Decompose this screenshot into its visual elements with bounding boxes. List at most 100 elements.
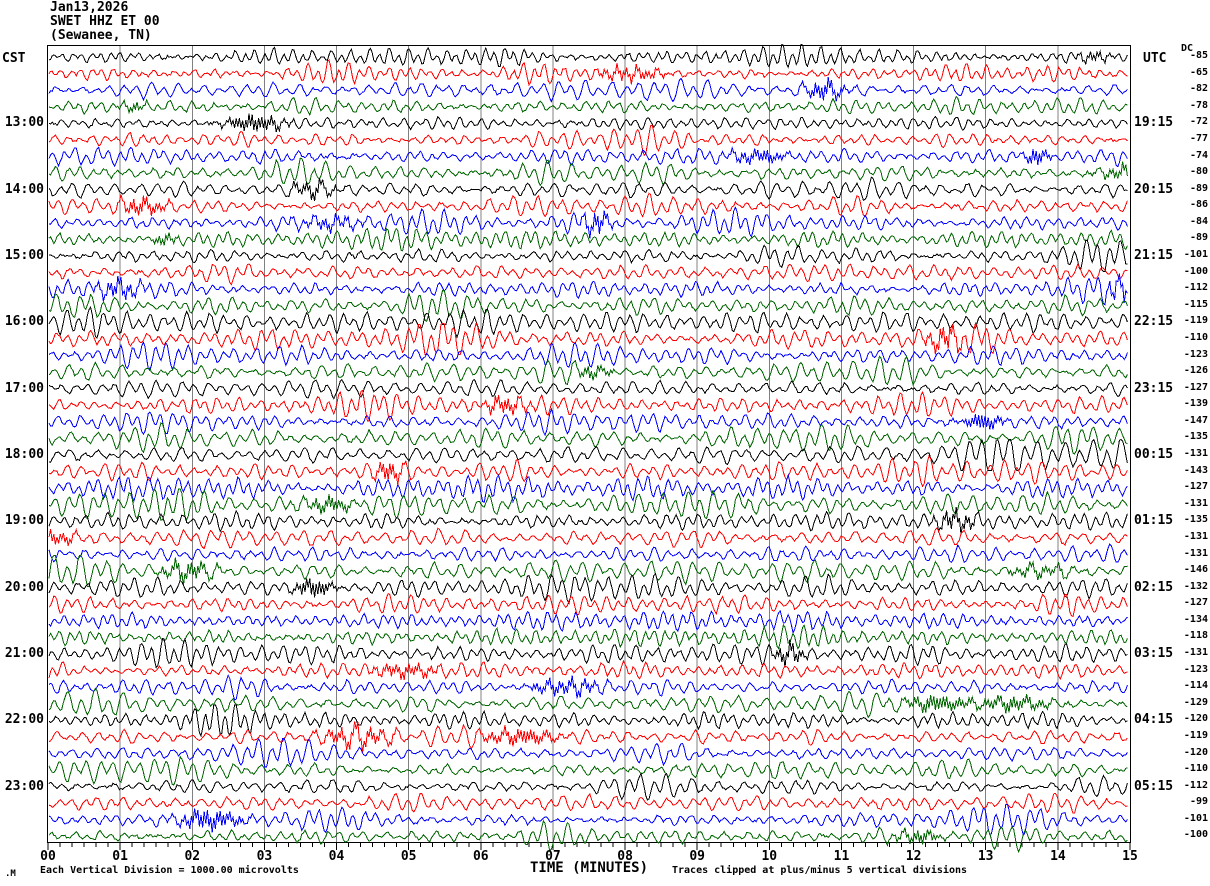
header-station: SWET HHZ ET 00	[50, 14, 160, 29]
header-location: (Sewanee, TN)	[50, 28, 152, 43]
seismo-trace	[48, 637, 1128, 669]
x-tick-label: 11	[833, 849, 850, 864]
dc-offset-value: -131	[1183, 647, 1208, 658]
left-timezone-label: CST	[2, 51, 26, 66]
seismo-trace	[48, 157, 1128, 187]
right-timezone-label: UTC	[1143, 51, 1167, 66]
seismo-trace	[48, 273, 1128, 306]
dc-offset-value: -118	[1183, 630, 1208, 642]
dc-offset-value: -74	[1189, 149, 1208, 161]
right-time-label: 19:15	[1134, 115, 1174, 131]
dc-offset-header: DC	[1181, 43, 1194, 54]
seismo-trace	[48, 819, 1128, 854]
dc-offset-value: -129	[1183, 696, 1208, 708]
dc-offset-value: -78	[1189, 99, 1208, 111]
left-time-label: 19:00	[4, 513, 44, 529]
seismo-trace	[48, 306, 1128, 339]
seismo-trace	[48, 289, 1128, 323]
seismo-trace	[48, 438, 1128, 472]
seismo-trace	[48, 262, 1128, 286]
seismo-trace	[48, 227, 1128, 252]
dc-offset-value: -84	[1189, 215, 1208, 227]
seismo-trace	[48, 527, 1128, 550]
seismo-trace	[48, 145, 1128, 168]
dc-offset-value: -72	[1189, 116, 1208, 128]
right-time-label: 02:15	[1134, 579, 1174, 595]
x-tick-label: 15	[1122, 849, 1138, 864]
right-time-label: 00:15	[1134, 447, 1174, 462]
dc-offset-value: -143	[1183, 464, 1208, 476]
scale-note: Each Vertical Division = 1000.00 microvo…	[40, 865, 299, 876]
dc-offset-value: -120	[1183, 746, 1208, 758]
dc-offset-value: -115	[1183, 298, 1208, 310]
left-time-label: 16:00	[4, 314, 44, 330]
seismo-trace	[48, 240, 1128, 272]
left-time-label: 23:00	[4, 778, 44, 794]
dc-offset-value: -80	[1189, 166, 1208, 178]
seismo-trace	[48, 407, 1128, 437]
left-time-label: 21:00	[4, 646, 44, 661]
dc-offset-value: -123	[1183, 348, 1208, 360]
x-tick-label: 06	[472, 849, 489, 864]
seismo-trace	[48, 340, 1128, 372]
dc-offset-value: -127	[1183, 381, 1208, 393]
dc-offset-value: -89	[1189, 182, 1208, 194]
right-time-label: 21:15	[1134, 248, 1174, 263]
dc-offset-value: -135	[1183, 514, 1208, 526]
seismo-trace	[48, 623, 1128, 650]
x-tick-label: 04	[328, 849, 345, 864]
seismo-trace	[48, 555, 1128, 588]
seismo-trace	[48, 43, 1128, 69]
dc-offset-value: -100	[1183, 265, 1208, 277]
seismo-trace	[48, 355, 1128, 386]
seismo-trace	[48, 488, 1128, 522]
seismo-trace	[48, 176, 1128, 202]
seismo-trace	[48, 507, 1128, 535]
seismo-trace	[48, 592, 1128, 618]
x-tick-label: 14	[1050, 849, 1066, 864]
right-time-label: 23:15	[1134, 380, 1174, 396]
x-tick-label: 01	[112, 849, 128, 864]
x-tick-label: 07	[545, 849, 561, 864]
seismo-trace	[48, 454, 1128, 488]
seismo-trace	[48, 792, 1128, 814]
dc-offset-value: -134	[1183, 613, 1208, 625]
seismo-trace	[48, 755, 1128, 786]
seismo-trace	[48, 205, 1128, 239]
dc-offset-value: -127	[1183, 481, 1208, 493]
dc-offset-value: -100	[1183, 829, 1208, 841]
x-tick-label: 13	[977, 849, 994, 864]
seismo-trace	[48, 687, 1128, 719]
dc-offset-value: -112	[1183, 779, 1208, 791]
dc-offset-value: -110	[1183, 331, 1208, 343]
dc-offset-value: -85	[1189, 50, 1208, 61]
dc-offset-value: -131	[1183, 497, 1208, 509]
seismo-trace	[48, 95, 1128, 117]
right-time-label: 04:15	[1134, 712, 1174, 728]
x-tick-label: 05	[400, 849, 417, 864]
dc-offset-value: -123	[1183, 663, 1208, 675]
seismo-trace	[48, 721, 1128, 753]
seismo-trace	[48, 473, 1128, 504]
x-tick-label: 09	[689, 849, 706, 864]
left-time-label: 15:00	[4, 248, 44, 263]
right-time-label: 03:15	[1134, 646, 1174, 661]
seismo-trace	[48, 572, 1128, 605]
seismo-trace	[48, 659, 1128, 681]
dc-offset-value: -119	[1183, 729, 1208, 741]
seismo-trace	[48, 543, 1128, 564]
dc-offset-value: -89	[1189, 232, 1208, 244]
x-tick-label: 02	[184, 849, 201, 864]
left-time-label: 17:00	[4, 380, 44, 396]
dc-offset-value: -86	[1189, 199, 1208, 211]
dc-offset-value: -146	[1183, 564, 1208, 576]
seismo-trace	[48, 704, 1128, 738]
x-tick-label: 12	[905, 849, 922, 864]
x-tick-label: 00	[40, 849, 56, 864]
left-time-label: 18:00	[4, 447, 44, 462]
seismo-trace	[48, 389, 1128, 422]
dc-offset-value: -77	[1189, 132, 1208, 144]
dc-offset-value: -132	[1183, 580, 1208, 592]
dc-offset-value: -126	[1183, 365, 1208, 377]
